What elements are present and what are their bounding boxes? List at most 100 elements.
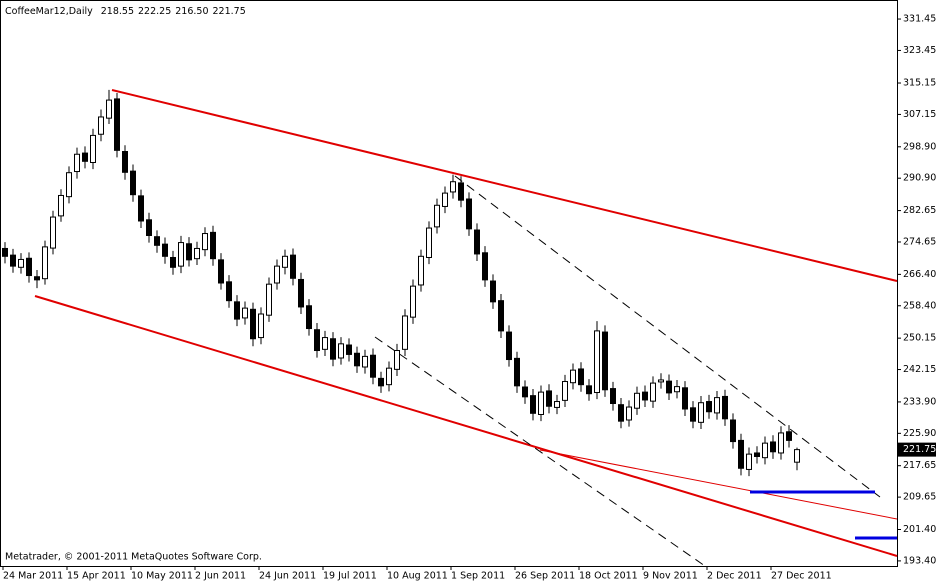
candle-body: [66, 172, 72, 198]
candle-body: [514, 357, 520, 387]
candle-body: [90, 134, 96, 163]
candle-body: [2, 247, 8, 257]
x-tick-label: 2 Dec 2011: [707, 571, 762, 582]
y-tick-label: 282.65: [903, 205, 936, 216]
y-tick-label: 217.65: [903, 460, 936, 471]
candle-body: [298, 278, 304, 308]
candle-body: [450, 181, 456, 193]
y-tick-label: 258.40: [903, 300, 936, 311]
candle-body: [282, 255, 288, 268]
candle-body: [650, 382, 656, 402]
candle-body: [586, 385, 592, 395]
candle-body: [498, 300, 504, 332]
candle-body: [178, 242, 184, 267]
dashed-line: [454, 175, 881, 498]
y-tick-label: 266.40: [903, 269, 936, 280]
candle-body: [554, 401, 560, 408]
candle-body: [594, 330, 600, 394]
candle-body: [762, 442, 768, 459]
x-tick-label: 18 Oct 2011: [579, 571, 638, 582]
x-tick-label: 2 Jun 2011: [195, 571, 246, 582]
candle-body: [530, 395, 536, 414]
candle-body: [674, 386, 680, 393]
candle-body: [698, 402, 704, 423]
candle-body: [274, 265, 280, 284]
candle-body: [618, 404, 624, 422]
candle-body: [746, 453, 752, 470]
candle-body: [106, 99, 112, 119]
y-tick-label: 331.45: [903, 14, 936, 25]
candle-body: [738, 439, 744, 469]
ohlc-label: 218.55: [101, 6, 134, 17]
candle-body: [506, 331, 512, 361]
price-label: 221.75: [903, 444, 936, 455]
candle-body: [402, 315, 408, 350]
y-tick-label: 193.40: [903, 555, 936, 566]
candle-body: [538, 391, 544, 415]
candle-body: [562, 381, 568, 401]
candle-body: [18, 258, 24, 268]
candle-body: [658, 379, 664, 383]
candle-body: [330, 338, 336, 360]
candle-body: [778, 432, 784, 454]
candle-body: [410, 285, 416, 318]
symbol-title: CoffeeMar12,Daily: [5, 6, 93, 17]
candle-body: [546, 390, 552, 407]
header: CoffeeMar12,Daily 218.55 222.25 216.50 221.7…: [5, 6, 246, 17]
y-tick-label: 242.15: [903, 364, 936, 375]
candle-body: [426, 227, 432, 258]
candle-body: [626, 406, 632, 421]
candle-body: [610, 388, 616, 405]
candle-body: [26, 257, 32, 277]
x-tick-label: 10 May 2011: [131, 571, 193, 582]
x-tick-label: 19 Jul 2011: [323, 571, 377, 582]
candle-body: [730, 419, 736, 443]
candle-body: [386, 367, 392, 386]
candle-body: [258, 313, 264, 339]
x-tick-label: 26 Sep 2011: [515, 571, 575, 582]
candle-body: [570, 369, 576, 384]
plot-frame: [0, 0, 898, 567]
candle-body: [666, 380, 672, 394]
candle-body: [442, 192, 448, 207]
y-tick-label: 250.15: [903, 333, 936, 344]
candle-body: [690, 407, 696, 422]
candle-body: [10, 254, 16, 267]
candle-body: [706, 401, 712, 413]
candle-body: [394, 350, 400, 370]
footer: Metatrader, © 2001-2011 MetaQuotes Softw…: [5, 552, 262, 563]
candle-body: [138, 195, 144, 222]
x-tick-label: 27 Dec 2011: [771, 571, 832, 582]
candle-body: [474, 229, 480, 255]
candle-body: [186, 243, 192, 261]
x-tick-label: 24 Mar 2011: [3, 571, 63, 582]
candle-body: [50, 216, 56, 249]
dashed-line: [374, 336, 706, 567]
x-tick-label: 1 Sep 2011: [451, 571, 505, 582]
candle-body: [794, 449, 800, 463]
candle-body: [234, 301, 240, 320]
trendlines: [34, 89, 898, 567]
y-tick-label: 323.45: [903, 45, 936, 56]
candle-body: [290, 254, 296, 279]
candle-body: [170, 256, 176, 268]
candle-body: [714, 397, 720, 414]
candle-body: [130, 170, 136, 196]
x-tick-label: 15 Apr 2011: [67, 571, 126, 582]
candle-body: [74, 153, 80, 173]
candle-body: [642, 391, 648, 401]
x-tick-label: 10 Aug 2011: [387, 571, 448, 582]
candle-body: [602, 331, 608, 391]
x-tick-label: 24 Jun 2011: [259, 571, 316, 582]
candle-body: [722, 395, 728, 420]
candle-body: [210, 231, 216, 260]
candle-body: [786, 431, 792, 441]
y-tick-label: 209.65: [903, 492, 936, 503]
candle-body: [482, 252, 488, 281]
candle-body: [306, 305, 312, 330]
price-box: [898, 442, 936, 457]
candle-body: [218, 259, 224, 284]
candle-body: [770, 441, 776, 453]
